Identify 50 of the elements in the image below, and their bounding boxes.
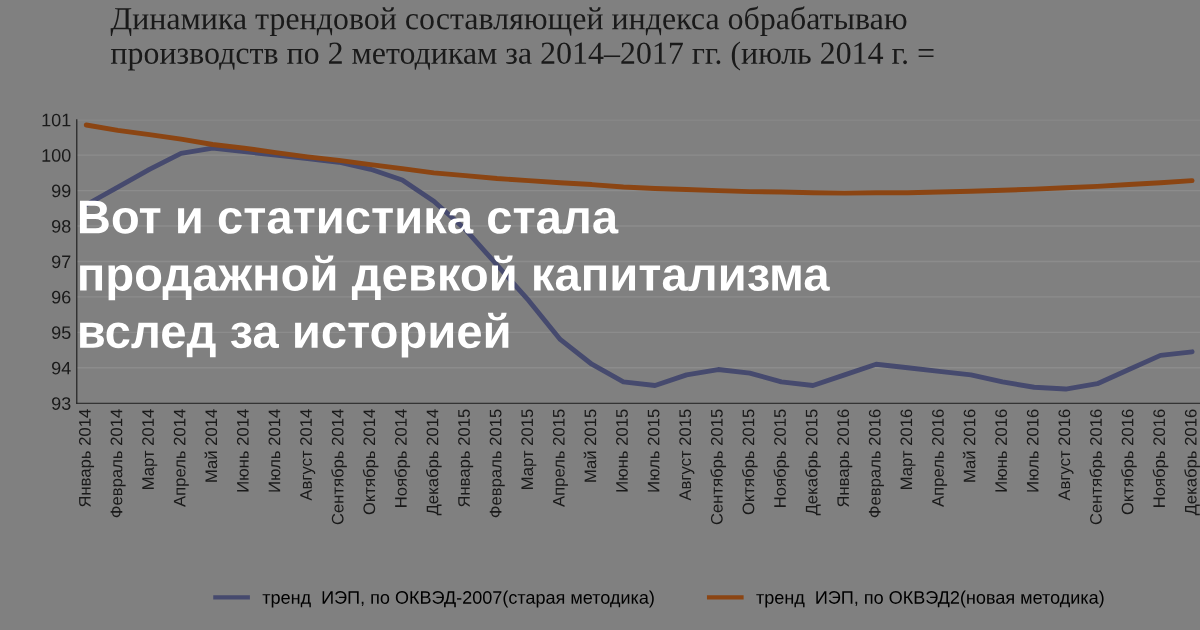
x-tick-label: Февраль 2016 [868, 409, 884, 518]
x-tick-label: Март 2014 [142, 409, 158, 489]
x-tick-label: Май 2014 [204, 409, 218, 482]
x-tick-label: Октябрь 2016 [1121, 409, 1137, 515]
x-tick-label: Июль 2015 [647, 409, 660, 492]
x-tick-label: Январь 2014 [78, 409, 95, 507]
y-tick-label: 98 [52, 219, 71, 233]
x-tick-label: Октябрь 2014 [362, 409, 379, 515]
y-tick-label: 101 [42, 113, 71, 127]
y-tick-label: 94 [52, 361, 71, 375]
x-tick-label: Апрель 2015 [552, 409, 568, 507]
x-tick-label: Февраль 2015 [489, 409, 505, 518]
line-series [83, 122, 1195, 196]
legend-label: тренд ИЭП, по ОКВЭД-2007(старая методика) [262, 590, 654, 608]
x-tick-label: Июнь 2016 [995, 409, 1008, 492]
x-tick-label: Январь 2016 [837, 409, 853, 507]
y-tick-label: 99 [52, 184, 71, 198]
x-tick-label: Декабрь 2015 [805, 409, 821, 516]
x-tick-label: Июль 2016 [1026, 409, 1039, 492]
x-tick-label: Декабрь 2016 [1184, 409, 1200, 516]
x-tick-label: Май 2015 [583, 409, 597, 482]
x-tick-label: Сентябрь 2016 [1089, 409, 1106, 525]
x-tick-label: Ноябрь 2014 [394, 409, 411, 507]
y-tick-label: 93 [52, 397, 71, 410]
annotation: Вот и статистика стала продажной девкой капитализма вслед за историей [79, 200, 830, 358]
x-tick-label: Ноябрь 2016 [1152, 409, 1169, 507]
y-tick-label: 96 [52, 290, 71, 304]
x-tick-label: Сентябрь 2015 [710, 409, 727, 525]
y-tick-label: 100 [42, 149, 71, 162]
y-tick-label: 95 [52, 326, 71, 340]
x-tick-label: Июль 2014 [268, 409, 281, 492]
x-tick-label: Апрель 2016 [932, 409, 948, 507]
x-tick-label: Ноябрь 2015 [773, 409, 790, 507]
x-tick-label: Сентябрь 2014 [331, 409, 347, 525]
legend-label: тренд ИЭП, по ОКВЭД2(новая методика) [756, 590, 1104, 608]
x-tick-label: Август 2016 [1058, 409, 1074, 501]
x-tick-label: Декабрь 2014 [425, 409, 442, 516]
x-tick-label: Август 2015 [679, 409, 695, 501]
chart-title: Динамика трендовой составляющей индекса обрабатываю производств по 2 методикам за 2014–2017 гг. (июль 2014 г. = [110, 6, 934, 71]
y-tick-label: 97 [52, 255, 71, 269]
x-tick-label: Май 2016 [962, 409, 976, 482]
x-tick-label: Август 2014 [300, 409, 316, 501]
x-tick-label: Март 2016 [900, 409, 916, 489]
x-tick-label: Январь 2015 [458, 409, 474, 507]
x-tick-label: Февраль 2014 [110, 409, 126, 518]
x-tick-label: Апрель 2014 [173, 409, 189, 507]
x-tick-label: Июнь 2015 [616, 409, 628, 492]
x-tick-label: Июнь 2014 [236, 409, 249, 492]
x-tick-label: Октябрь 2015 [741, 409, 758, 515]
x-tick-label: Март 2015 [521, 409, 537, 489]
